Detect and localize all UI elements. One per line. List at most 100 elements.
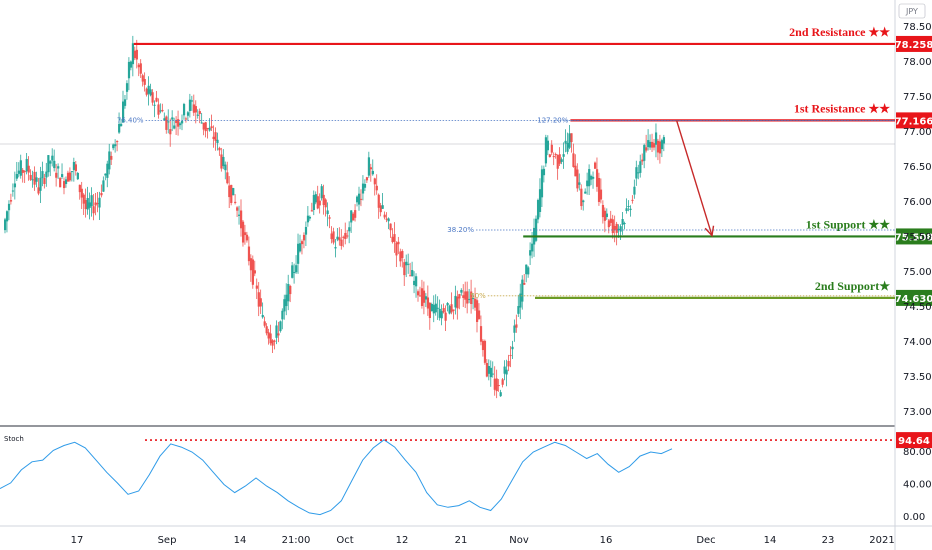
candle-body <box>112 144 115 149</box>
candle-body <box>161 109 164 112</box>
candle-body <box>141 75 144 82</box>
candle-body <box>61 174 64 178</box>
candle-body <box>155 97 158 102</box>
candle-body <box>476 300 479 322</box>
stoch-tick-1: 40.00 <box>903 480 932 491</box>
candle-body <box>635 167 638 179</box>
candle-body <box>619 226 622 232</box>
level-label-3: 2nd Support★ <box>815 279 890 293</box>
candle-body <box>249 258 253 271</box>
candle-body <box>4 219 7 231</box>
candle-body <box>11 190 15 192</box>
candle-body <box>442 308 445 313</box>
candle-body <box>627 205 630 207</box>
price-tag-0 <box>896 35 932 52</box>
candle-body <box>202 122 205 130</box>
candle-body <box>86 198 89 210</box>
candle-body <box>257 292 260 307</box>
candle-body <box>379 205 382 213</box>
candle-body <box>552 156 555 158</box>
candle-body <box>582 200 585 203</box>
candle-body <box>342 236 345 238</box>
candle-body <box>487 366 490 374</box>
candle-body <box>405 261 408 266</box>
candle-body <box>334 247 337 249</box>
candle-body <box>495 378 498 392</box>
candle-body <box>175 119 178 124</box>
candle-body <box>216 139 219 144</box>
candle-body <box>208 127 211 131</box>
candle-body <box>253 270 256 274</box>
level-label-2: 1st Support ★★ <box>806 217 890 231</box>
candle-body <box>275 325 278 338</box>
candle-body <box>336 236 339 240</box>
candle-body <box>299 243 302 252</box>
candle-body <box>82 194 85 204</box>
candle-body <box>304 226 308 235</box>
candle-body <box>352 213 355 221</box>
candle-body <box>590 176 593 180</box>
candle-body <box>407 263 410 265</box>
candle-body <box>114 144 117 147</box>
projection-arrow-head <box>704 225 715 238</box>
candle-body <box>23 171 26 173</box>
candle-body <box>192 104 195 113</box>
candle-body <box>251 259 254 285</box>
candle-body <box>222 156 225 167</box>
candle-body <box>358 193 361 205</box>
candle-body <box>420 288 424 307</box>
price-tick-11: 73.000 <box>903 407 932 418</box>
time-tick-3: 21:00 <box>282 535 311 546</box>
candle-body <box>169 129 172 135</box>
candle-body <box>625 208 628 212</box>
candle-body <box>611 219 614 234</box>
candle-body <box>485 363 489 377</box>
candle-body <box>198 111 201 114</box>
candle-body <box>33 171 36 185</box>
candle-body <box>269 333 272 344</box>
price-tick-8: 74.500 <box>903 302 932 313</box>
price-tag-label-0: 78.258 <box>895 40 932 51</box>
price-tick-2: 77.500 <box>903 92 932 103</box>
candle-body <box>515 324 518 328</box>
candle-body <box>609 218 612 223</box>
candle-body <box>330 233 333 240</box>
candle-body <box>499 392 502 397</box>
candle-body <box>395 242 398 256</box>
candle-body <box>218 147 221 151</box>
candle-body <box>540 169 544 198</box>
candle-body <box>601 204 605 218</box>
candle-body <box>297 243 300 264</box>
fib-label-2: 38.20% <box>447 226 474 234</box>
candle-body <box>279 321 282 332</box>
candle-body <box>53 160 56 169</box>
candle-body <box>204 122 207 132</box>
level-label-0: 2nd Resistance ★★ <box>789 25 890 39</box>
candle-body <box>37 187 40 194</box>
candle-body <box>240 210 243 229</box>
price-tag-label-3: 74.630 <box>895 294 932 305</box>
candle-body <box>212 136 215 140</box>
candle-body <box>308 216 312 219</box>
candle-body <box>182 104 186 116</box>
price-tag-label-1: 77.166 <box>895 116 932 127</box>
candle-body <box>629 208 632 211</box>
candle-body <box>497 385 500 387</box>
candle-body <box>401 251 404 259</box>
price-tick-10: 73.500 <box>903 372 932 383</box>
candle-body <box>120 123 123 127</box>
fib-label-3: 50% <box>470 292 486 300</box>
price-tag-1 <box>896 112 932 129</box>
candle-body <box>186 112 190 116</box>
candle-body <box>542 168 546 176</box>
price-tick-9: 74.000 <box>903 337 932 348</box>
candle-body <box>346 235 349 237</box>
candle-body <box>259 298 262 307</box>
candle-body <box>241 221 245 243</box>
time-tick-5: 12 <box>396 535 409 546</box>
candle-body <box>621 219 624 225</box>
candle-body <box>375 185 378 191</box>
candle-body <box>418 295 422 297</box>
candle-body <box>234 201 237 203</box>
candle-body <box>236 207 239 211</box>
